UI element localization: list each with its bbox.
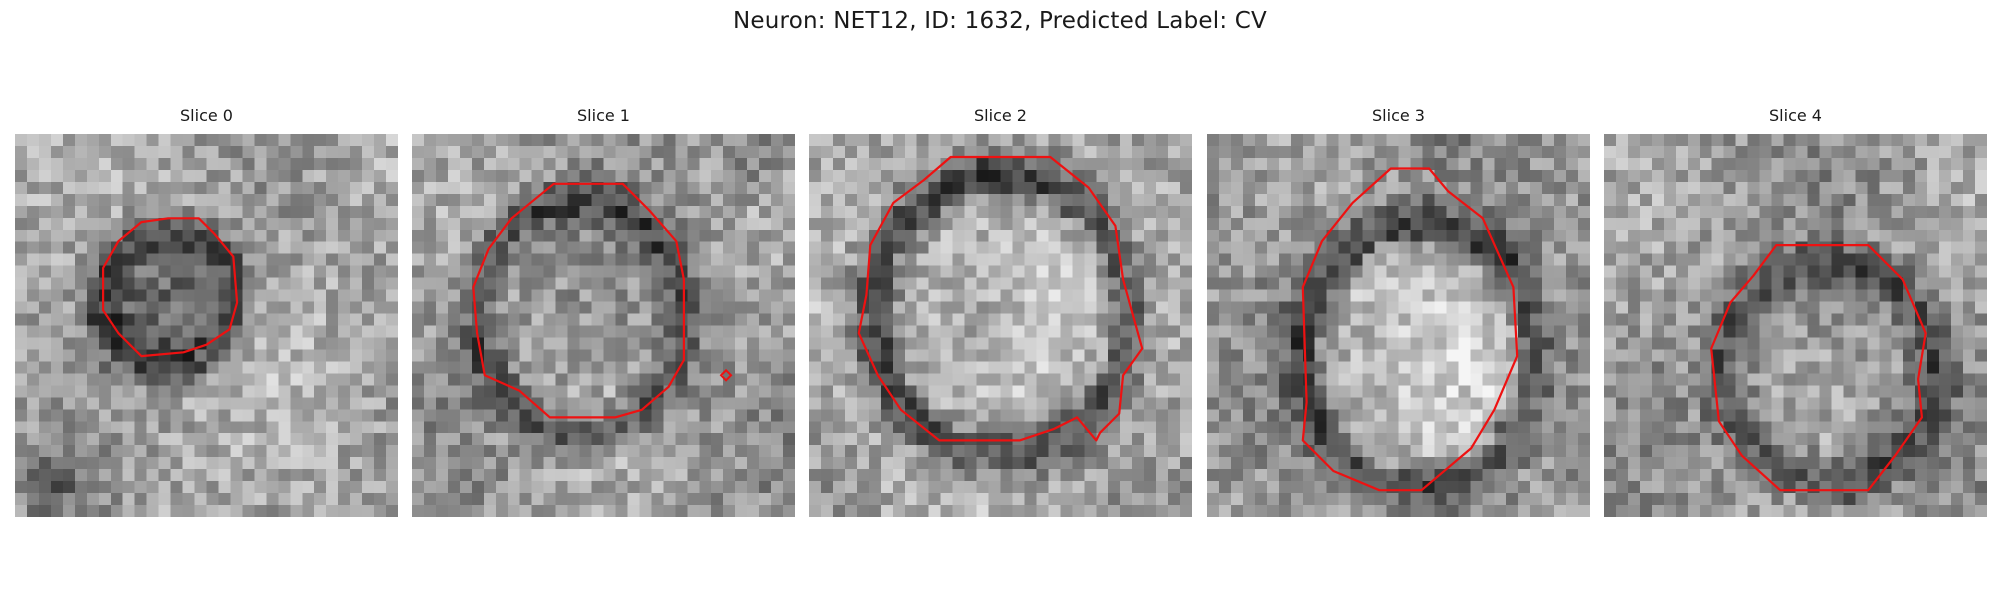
segmentation-contour <box>1710 243 1927 492</box>
slice-image <box>15 134 398 517</box>
slice-image <box>1207 134 1590 517</box>
segmentation-contour <box>101 217 239 358</box>
slice-title: Slice 0 <box>180 106 233 125</box>
pixel-grid <box>1604 134 1987 517</box>
segmentation-contour <box>857 155 1144 442</box>
slice-title: Slice 3 <box>1372 106 1425 125</box>
pixel-grid <box>1207 134 1590 517</box>
slice-title: Slice 4 <box>1769 106 1822 125</box>
slice-title: Slice 2 <box>974 106 1027 125</box>
slice-title: Slice 1 <box>577 106 630 125</box>
slice-image <box>1604 134 1987 517</box>
contour-marker <box>719 368 733 382</box>
segmentation-contour <box>1301 167 1519 492</box>
pixel-grid <box>15 134 398 517</box>
figure-title: Neuron: NET12, ID: 1632, Predicted Label… <box>733 8 1267 34</box>
slice-image <box>412 134 795 517</box>
segmentation-contour <box>472 182 685 419</box>
pixel-grid <box>809 134 1192 517</box>
slice-image <box>809 134 1192 517</box>
pixel-grid <box>412 134 795 517</box>
